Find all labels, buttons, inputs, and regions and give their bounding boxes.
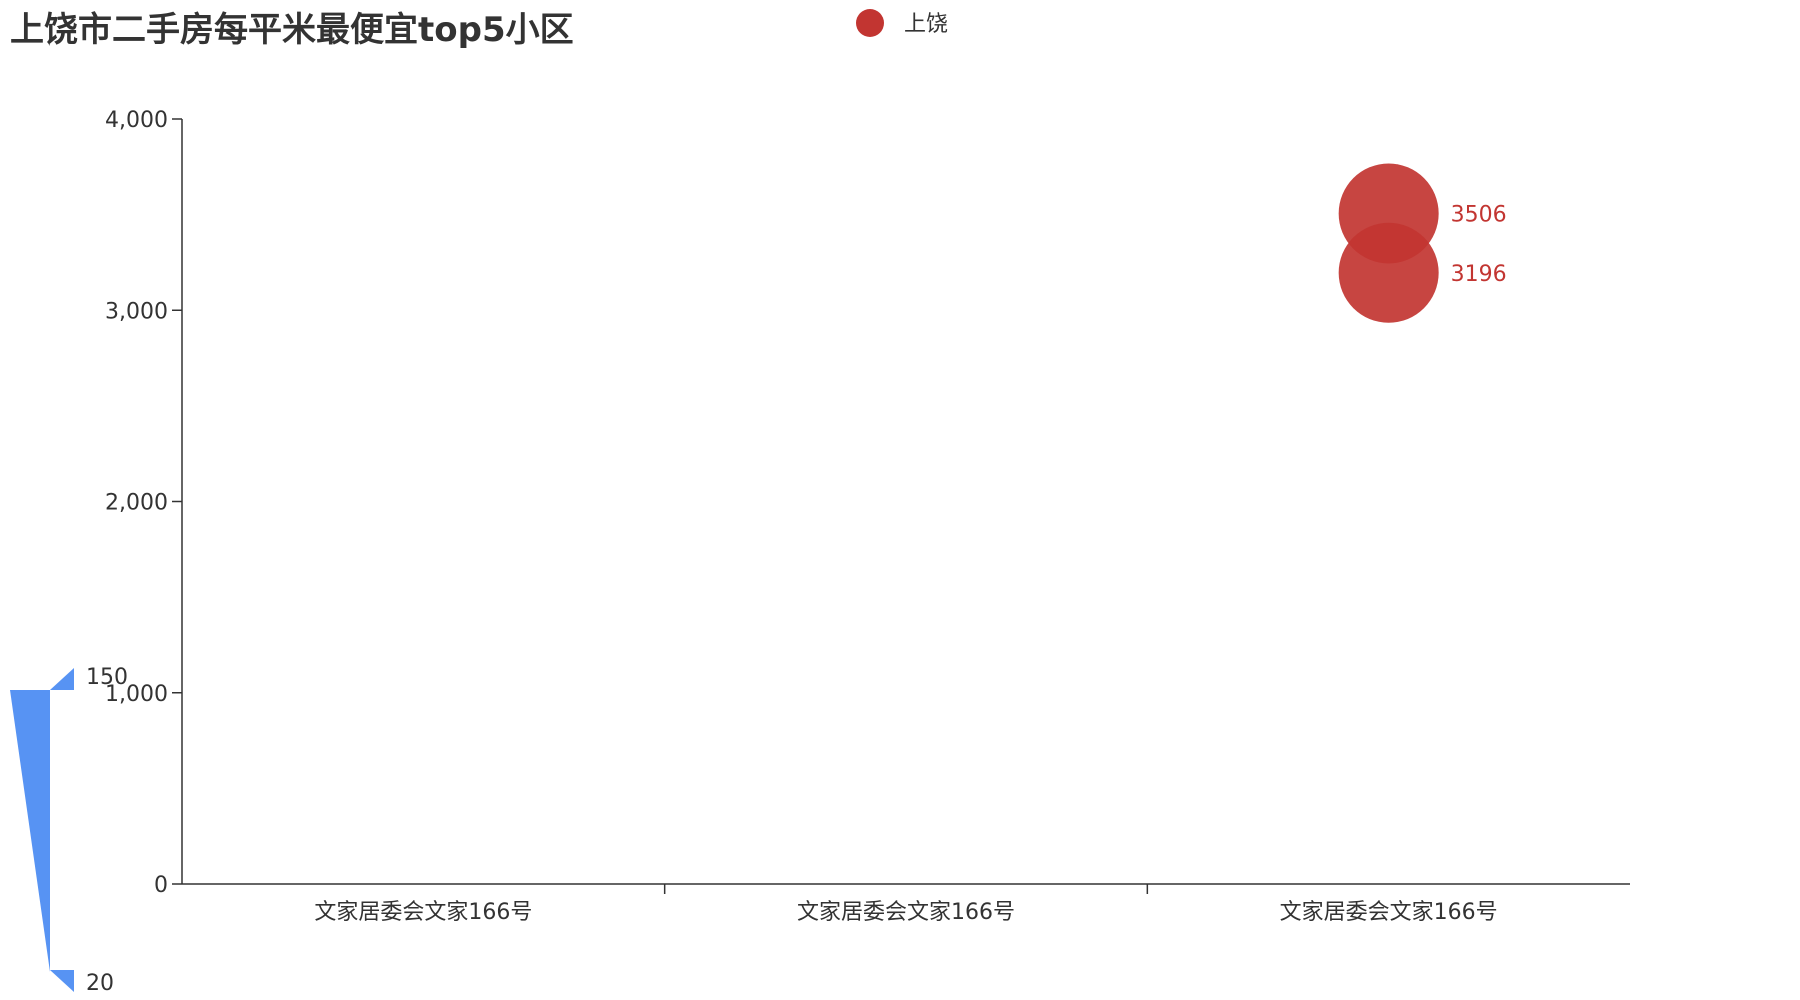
visual-map-handle-bottom[interactable] [50, 970, 74, 992]
visual-map-max-label: 150 [86, 665, 128, 690]
y-tick-label: 3,000 [105, 299, 168, 324]
x-tick-label: 文家居委会文家166号 [1280, 900, 1498, 925]
chart-marks: 3506 3196 [1338, 163, 1507, 323]
visual-map[interactable]: 150 20 [10, 665, 128, 996]
axes: 0 1,000 2,000 3,000 4,000 文家居委会文家166号 文家居委会文家1… [105, 108, 1630, 925]
chart-title: 上饶市二手房每平米最便宜top5小区 [10, 10, 574, 50]
data-label: 3506 [1451, 202, 1507, 227]
y-tick-label: 2,000 [105, 491, 168, 516]
x-tick-label: 文家居委会文家166号 [797, 900, 1015, 925]
x-tick-label: 文家居委会文家166号 [314, 900, 532, 925]
y-tick-label: 4,000 [105, 108, 168, 133]
visual-map-bar [10, 690, 50, 972]
y-tick-label: 1,000 [105, 682, 168, 707]
y-tick-label: 0 [154, 873, 168, 898]
visual-map-min-label: 20 [86, 971, 114, 996]
visual-map-handle-top[interactable] [50, 668, 74, 690]
data-label: 3196 [1451, 262, 1507, 287]
bubble-point[interactable] [1338, 222, 1439, 323]
legend-label[interactable]: 上饶 [904, 12, 948, 37]
legend[interactable]: 上饶 [856, 9, 948, 37]
legend-marker-icon[interactable] [856, 9, 884, 37]
